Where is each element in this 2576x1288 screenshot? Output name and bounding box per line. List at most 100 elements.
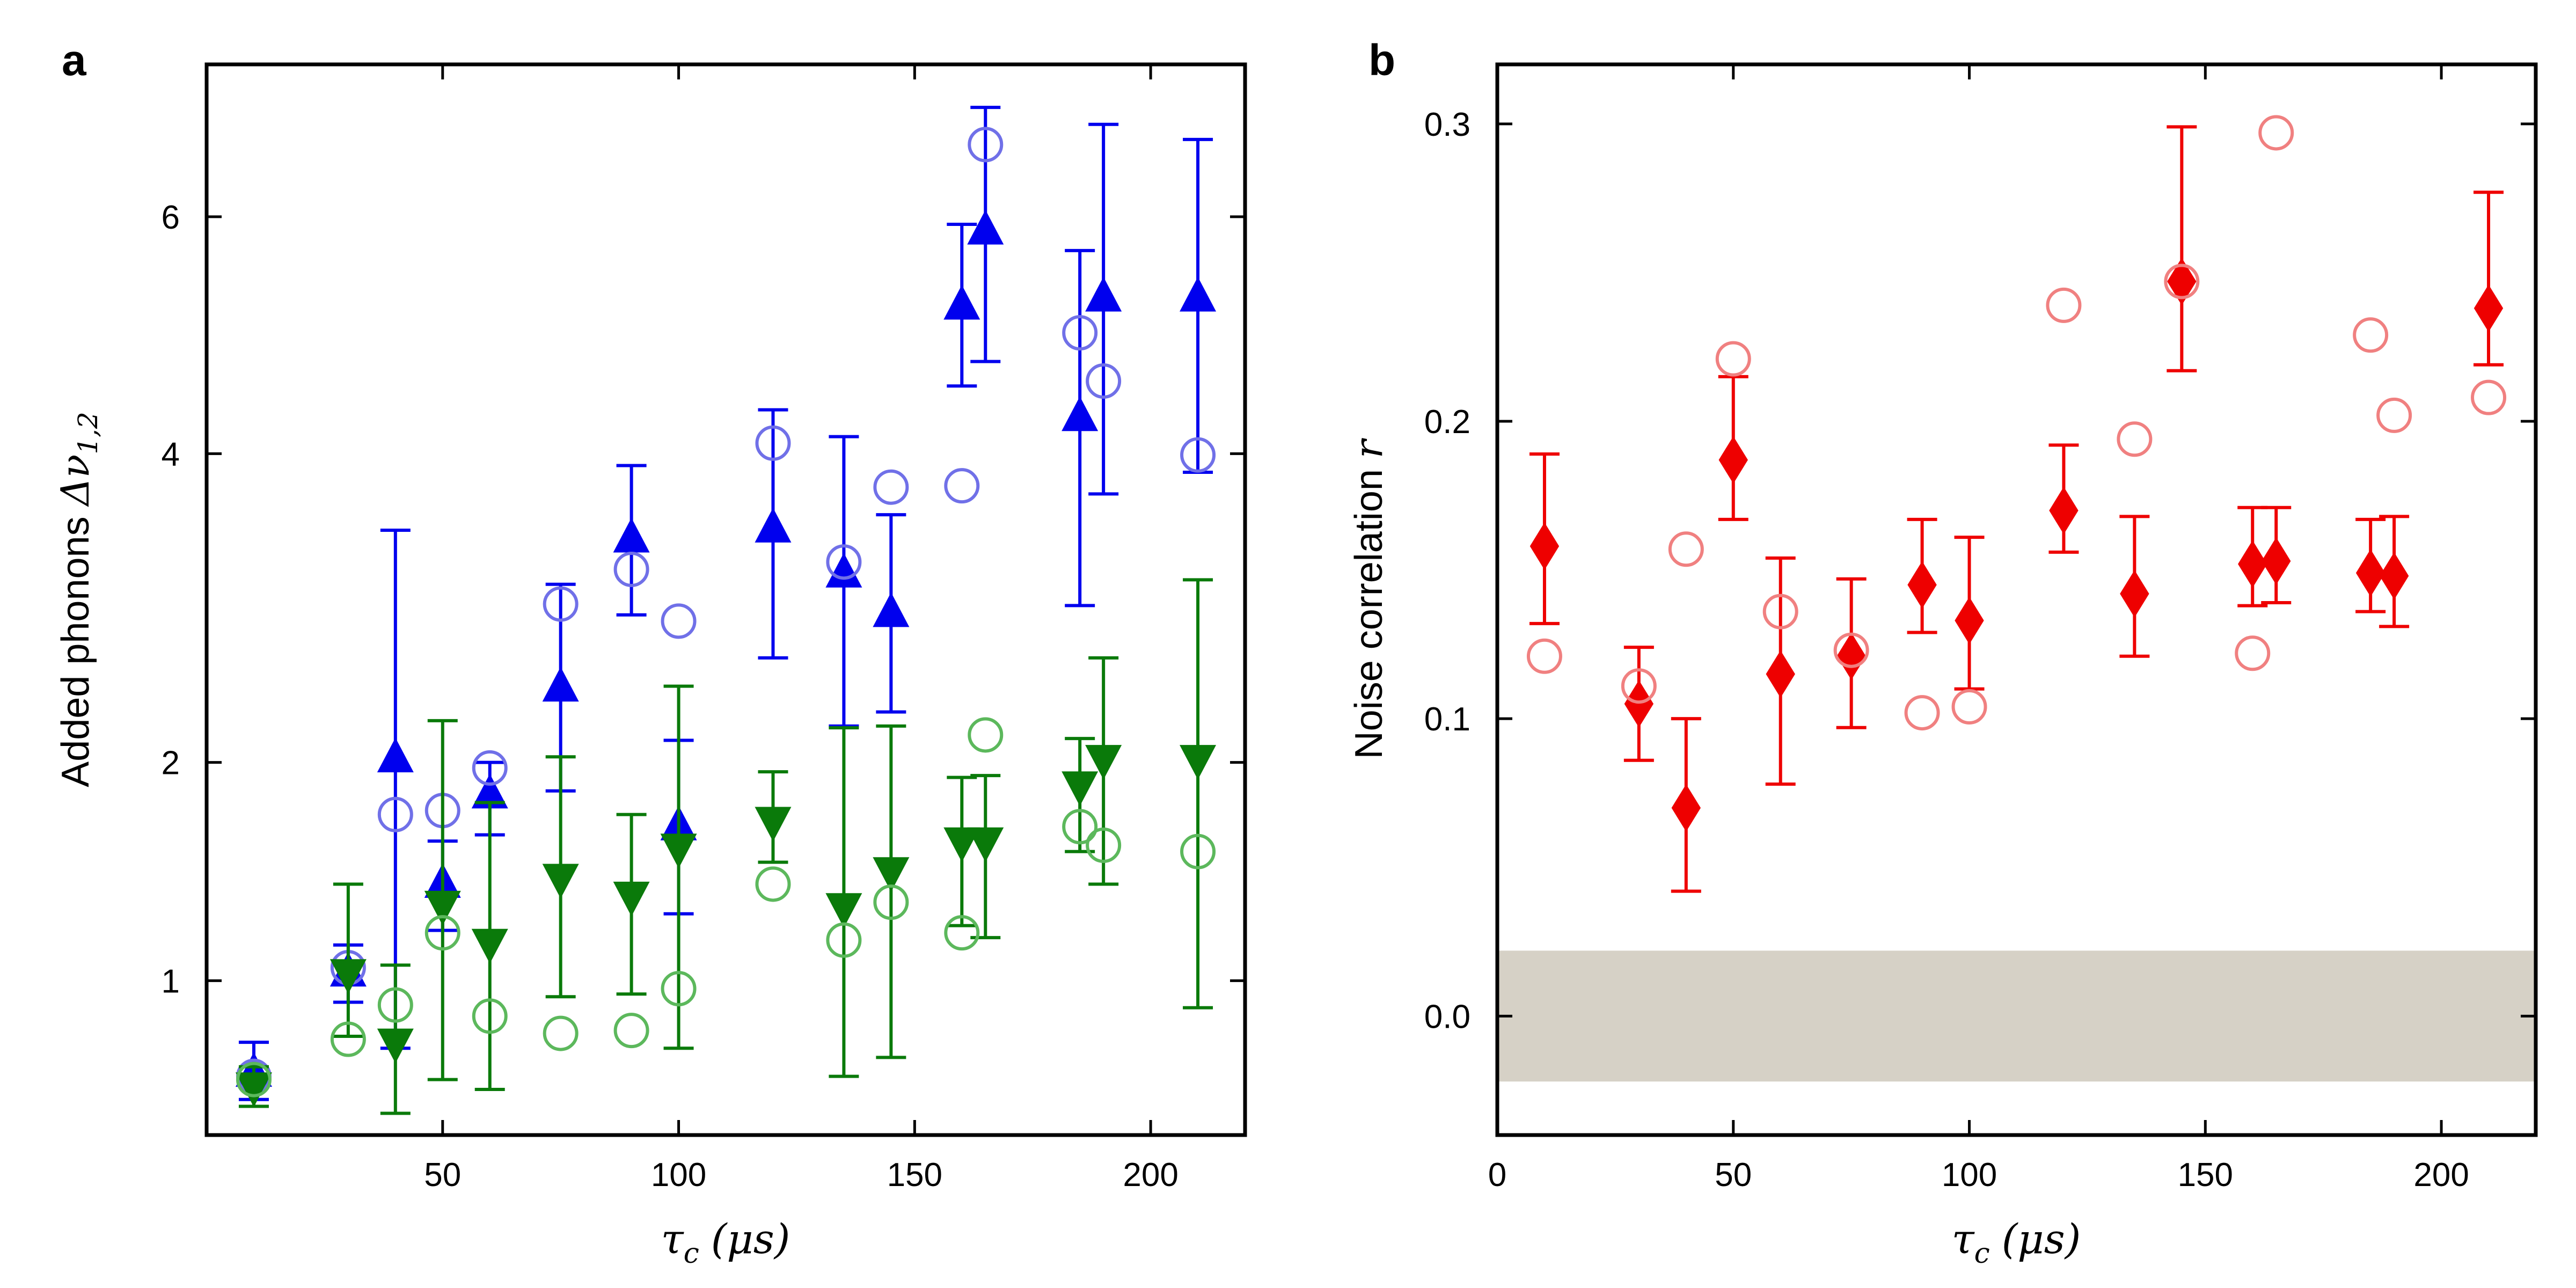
series-green-measured xyxy=(235,578,1217,1115)
data-point-blue-predicted xyxy=(1086,363,1122,399)
data-point-measured-correlation xyxy=(2473,284,2504,332)
data-point-green-measured xyxy=(873,857,910,892)
data-point-green-measured xyxy=(613,881,650,917)
y-axis-subscript: 1,2 xyxy=(72,412,104,455)
data-point-blue-measured xyxy=(943,284,980,320)
x-tick-label: 150 xyxy=(2178,1157,2233,1194)
data-point-blue-measured xyxy=(825,553,862,588)
data-point-blue-measured xyxy=(1180,276,1217,312)
data-point-blue-predicted xyxy=(755,425,791,461)
y-tick-label: 0.1 xyxy=(1424,701,1470,738)
y-tick-label: 1 xyxy=(162,963,180,1000)
data-point-green-measured xyxy=(755,807,792,842)
data-point-measured-correlation xyxy=(1529,522,1560,570)
data-point-blue-predicted xyxy=(472,750,508,786)
data-point-predicted-correlation xyxy=(1951,689,1987,724)
data-point-measured-correlation xyxy=(1955,597,1984,645)
data-point-blue-predicted xyxy=(1062,315,1098,351)
data-point-blue-predicted xyxy=(826,544,862,580)
data-point-measured-correlation xyxy=(2238,540,2267,588)
data-point-predicted-correlation xyxy=(1833,632,1869,668)
plot-a-y-axis-label: Added phonons Δν1,2 xyxy=(53,412,104,787)
data-point-predicted-correlation xyxy=(1762,594,1798,630)
data-point-green-measured xyxy=(825,893,862,928)
data-point-green-measured xyxy=(660,833,697,869)
data-point-green-measured xyxy=(330,959,367,994)
data-point-green-predicted xyxy=(1086,828,1122,863)
data-point-measured-correlation xyxy=(1907,561,1937,609)
data-point-green-predicted xyxy=(661,971,697,1007)
data-point-green-measured xyxy=(1180,745,1217,780)
data-point-measured-correlation xyxy=(1624,680,1654,728)
y-axis-text: Noise correlation xyxy=(1348,458,1391,759)
panel-a-label: a xyxy=(62,36,87,85)
data-point-predicted-correlation xyxy=(1526,638,1562,674)
data-point-blue-measured xyxy=(755,508,792,543)
x-tick-label: 200 xyxy=(1123,1157,1178,1194)
data-point-measured-correlation xyxy=(2167,258,2197,305)
data-point-predicted-correlation xyxy=(2235,635,2271,671)
data-point-green-predicted xyxy=(330,1021,366,1057)
panel-b: b 0 50 100 150 200 0.0 0.1 0.2 0.3 τc (μs) Noise … xyxy=(1346,36,2538,1270)
data-point-blue-predicted xyxy=(944,468,980,504)
data-point-green-predicted xyxy=(543,1015,579,1051)
data-point-predicted-correlation xyxy=(1668,531,1704,567)
data-point-predicted-correlation xyxy=(2258,115,2294,151)
data-point-green-measured xyxy=(967,827,1004,862)
x-axis-subscript: c xyxy=(684,1238,699,1270)
data-point-green-predicted xyxy=(944,915,980,951)
plot-a-frame xyxy=(204,62,1247,1137)
noise-floor-band xyxy=(1497,950,2536,1082)
plot-b-frame xyxy=(1495,62,2538,1137)
x-axis-unit: (μs) xyxy=(2002,1215,2081,1263)
x-axis-symbol: τ xyxy=(1952,1215,1975,1263)
x-tick-label: 100 xyxy=(1942,1157,1997,1194)
data-point-green-predicted xyxy=(613,1013,649,1049)
data-point-green-predicted xyxy=(1062,809,1098,845)
data-point-predicted-correlation xyxy=(1621,668,1657,704)
series-measured-correlation xyxy=(1529,125,2504,893)
data-point-measured-correlation xyxy=(2262,537,2291,585)
panel-b-label: b xyxy=(1368,36,1395,85)
panel-a: a 50 100 150 200 1 2 4 6 τc (μs) Added phonons Δ… xyxy=(53,36,1247,1270)
data-point-measured-correlation xyxy=(1766,650,1795,698)
data-point-blue-predicted xyxy=(661,603,697,639)
y-tick-label: 0.0 xyxy=(1424,998,1470,1035)
data-point-blue-predicted xyxy=(873,469,909,505)
plot-a-x-axis-label: τc (μs) xyxy=(661,1215,791,1270)
data-point-predicted-correlation xyxy=(2353,317,2389,353)
data-point-blue-measured xyxy=(613,517,650,553)
x-tick-label: 100 xyxy=(651,1157,706,1194)
data-point-green-predicted xyxy=(425,915,460,951)
data-point-measured-correlation xyxy=(2120,570,2149,618)
x-tick-label: 50 xyxy=(424,1157,461,1194)
plot-b-data-layer xyxy=(1497,115,2536,1082)
data-point-green-measured xyxy=(424,890,461,926)
data-point-measured-correlation xyxy=(1836,632,1866,680)
data-point-blue-measured xyxy=(471,773,508,809)
data-point-blue-predicted xyxy=(543,586,579,622)
data-point-blue-predicted xyxy=(1180,437,1216,473)
x-tick-label: 150 xyxy=(887,1157,942,1194)
data-point-predicted-correlation xyxy=(1715,341,1751,377)
plot-a-ticks: 50 100 150 200 1 2 4 6 xyxy=(162,64,1245,1194)
data-point-green-predicted xyxy=(755,866,791,902)
x-tick-label: 50 xyxy=(1715,1157,1752,1194)
data-point-green-predicted xyxy=(472,998,508,1034)
data-point-predicted-correlation xyxy=(2046,287,2082,323)
data-point-predicted-correlation xyxy=(2117,421,2153,457)
data-point-blue-measured xyxy=(1085,276,1122,312)
x-axis-symbol: τ xyxy=(661,1215,685,1263)
plot-b-x-axis-label: τc (μs) xyxy=(1952,1215,2081,1270)
x-tick-label: 200 xyxy=(2413,1157,2469,1194)
data-point-blue-predicted xyxy=(968,127,1004,163)
data-point-predicted-correlation xyxy=(2471,379,2507,415)
y-tick-label: 2 xyxy=(162,745,180,782)
data-point-green-predicted xyxy=(1180,833,1216,869)
x-axis-unit: (μs) xyxy=(711,1215,791,1263)
data-point-green-predicted xyxy=(826,922,862,958)
data-point-green-measured xyxy=(943,827,980,862)
data-point-blue-measured xyxy=(1062,396,1099,431)
y-tick-label: 4 xyxy=(162,436,180,473)
y-axis-symbol: r xyxy=(1346,438,1391,458)
